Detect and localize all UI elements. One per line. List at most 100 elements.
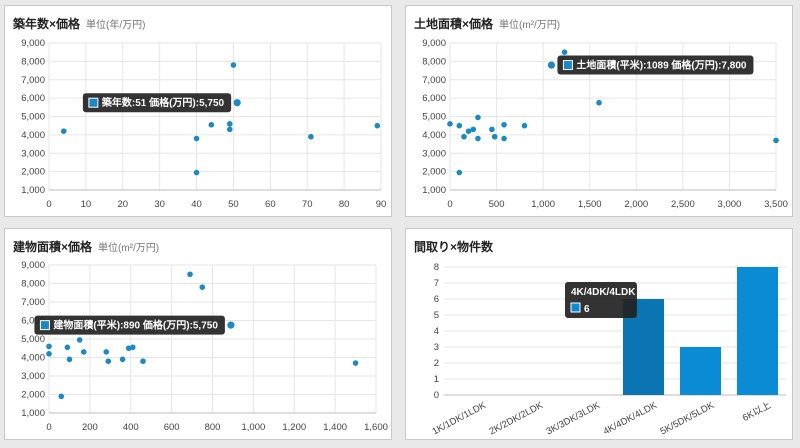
data-point[interactable] bbox=[193, 135, 200, 142]
y-tick-label: 1,000 bbox=[21, 408, 45, 419]
data-point[interactable] bbox=[308, 133, 314, 140]
tooltip-swatch bbox=[39, 320, 50, 331]
x-tick-label: 30 bbox=[154, 199, 165, 210]
tooltip-box bbox=[82, 93, 232, 113]
data-point[interactable] bbox=[129, 344, 136, 351]
x-tick-label: 600 bbox=[164, 422, 180, 433]
y-tick-label: 3,000 bbox=[422, 148, 446, 159]
y-tick-label: 9,000 bbox=[422, 38, 446, 49]
x-tick-label: 40 bbox=[191, 199, 202, 210]
y-tick-label: 7,000 bbox=[21, 75, 45, 86]
chart-title: 建物面積×価格 単位(m²/万円) bbox=[13, 240, 160, 254]
data-point[interactable] bbox=[470, 126, 477, 133]
data-point[interactable] bbox=[105, 358, 112, 364]
tooltip: 4K/4DK/4LDK 6 bbox=[564, 282, 637, 318]
x-tick-label: 1,000 bbox=[241, 422, 265, 433]
bar[interactable] bbox=[736, 267, 779, 395]
y-tick-label: 6,000 bbox=[21, 93, 45, 104]
data-point[interactable] bbox=[64, 344, 71, 351]
data-point[interactable] bbox=[465, 128, 472, 134]
y-tick-label: 2,000 bbox=[21, 390, 45, 401]
data-point[interactable] bbox=[491, 133, 498, 140]
data-point[interactable] bbox=[501, 121, 507, 128]
x-tick-label: 60 bbox=[265, 199, 276, 210]
scatter-plot[interactable]: 1,000 2,000 3,000 4,000 5,000 6,000 7,000 8,000… bbox=[5, 229, 391, 439]
data-point[interactable] bbox=[521, 122, 528, 129]
x-tick-label: 50 bbox=[228, 199, 239, 210]
data-point[interactable] bbox=[227, 321, 235, 329]
data-point[interactable] bbox=[773, 137, 779, 144]
y-tick-label: 0 bbox=[434, 390, 439, 401]
data-point[interactable] bbox=[547, 61, 556, 69]
data-point[interactable] bbox=[76, 337, 83, 343]
data-point[interactable] bbox=[140, 358, 146, 364]
chart-title: 間取り×物件数 bbox=[414, 240, 494, 254]
x-tick-label: 10 bbox=[81, 199, 92, 210]
y-tick-label: 5,000 bbox=[422, 112, 446, 123]
y-tick-label: 7 bbox=[434, 278, 439, 289]
x-tick-label: 70 bbox=[302, 199, 313, 210]
tooltip-box bbox=[34, 315, 225, 335]
x-tick-label: 1,000 bbox=[531, 199, 555, 210]
data-point[interactable] bbox=[226, 126, 233, 133]
y-tick-label: 4 bbox=[434, 326, 439, 337]
data-point[interactable] bbox=[461, 133, 467, 140]
data-point[interactable] bbox=[456, 169, 463, 176]
x-tick-label: 0 bbox=[447, 199, 452, 210]
data-point[interactable] bbox=[233, 99, 241, 107]
data-point[interactable] bbox=[226, 121, 233, 127]
x-tick-label: 80 bbox=[339, 199, 350, 210]
y-tick-label: 6,000 bbox=[21, 316, 45, 327]
data-point[interactable] bbox=[475, 114, 481, 121]
y-tick-label: 7,000 bbox=[21, 297, 45, 308]
chart-panel-building-area-price: 建物面積×価格 単位(m²/万円) 1,000 2,000 3,000 4,000 5,0… bbox=[4, 228, 392, 440]
data-point[interactable] bbox=[208, 121, 215, 128]
x-tick-label: 90 bbox=[376, 199, 387, 210]
data-point[interactable] bbox=[187, 271, 193, 278]
y-tick-label: 6,000 bbox=[422, 93, 446, 104]
data-point[interactable] bbox=[66, 356, 73, 363]
y-tick-label: 4,000 bbox=[21, 130, 45, 141]
data-point[interactable] bbox=[103, 349, 110, 355]
data-point[interactable] bbox=[80, 349, 87, 355]
data-point[interactable] bbox=[193, 169, 200, 176]
chart-panel-age-price: 築年数×価格 単位(年/万円) 1,000 2,000 3,000 4,000 5,000… bbox=[4, 5, 392, 217]
data-point[interactable] bbox=[352, 360, 359, 366]
y-tick-label: 9,000 bbox=[21, 260, 45, 271]
x-tick-label: 2K/2DK/2LDK bbox=[488, 400, 546, 438]
data-point[interactable] bbox=[447, 121, 453, 127]
data-point[interactable] bbox=[46, 351, 52, 357]
data-point[interactable] bbox=[199, 284, 206, 290]
data-point[interactable] bbox=[489, 126, 495, 133]
tooltip-swatch bbox=[570, 302, 581, 313]
x-tick-label: 1,600 bbox=[364, 422, 388, 433]
y-tick-label: 8,000 bbox=[21, 56, 45, 67]
data-point[interactable] bbox=[374, 122, 381, 129]
data-point[interactable] bbox=[501, 135, 507, 142]
x-tick-label: 1K/1DK/1LDK bbox=[431, 400, 489, 438]
data-point[interactable] bbox=[46, 343, 52, 350]
x-tick-label: 1,500 bbox=[578, 199, 602, 210]
scatter-plot[interactable]: 1,000 2,000 3,000 4,000 5,000 6,000 7,000 8,000… bbox=[5, 6, 391, 216]
data-point[interactable] bbox=[456, 122, 463, 129]
x-tick-label: 800 bbox=[205, 422, 221, 433]
bar[interactable] bbox=[679, 347, 722, 395]
scatter-plot[interactable]: 1,000 2,000 3,000 4,000 5,000 6,000 7,000 8,000… bbox=[406, 6, 792, 216]
chart-title: 築年数×価格 単位(年/万円) bbox=[13, 17, 146, 31]
data-point[interactable] bbox=[119, 356, 126, 363]
x-tick-label: 400 bbox=[123, 422, 139, 433]
data-point[interactable] bbox=[596, 99, 602, 106]
x-tick-label: 6K以上 bbox=[741, 400, 774, 424]
y-tick-label: 1 bbox=[434, 374, 439, 385]
data-point[interactable] bbox=[60, 128, 67, 134]
tooltip-box bbox=[564, 282, 637, 318]
bar-chart[interactable]: 0 1 2 3 4 5 6 7 8 1K/1DK/1LDK 2K/2DK/2LDK 3K/3DK/3L… bbox=[406, 229, 792, 439]
data-point[interactable] bbox=[561, 49, 568, 55]
chart-unit: 単位(年/万円) bbox=[86, 20, 146, 31]
x-tick-label: 1,400 bbox=[323, 422, 347, 433]
data-point[interactable] bbox=[230, 62, 237, 68]
x-tick-label: 2,500 bbox=[671, 199, 695, 210]
data-point[interactable] bbox=[475, 135, 481, 142]
data-point[interactable] bbox=[58, 393, 65, 400]
x-tick-label: 200 bbox=[82, 422, 98, 433]
